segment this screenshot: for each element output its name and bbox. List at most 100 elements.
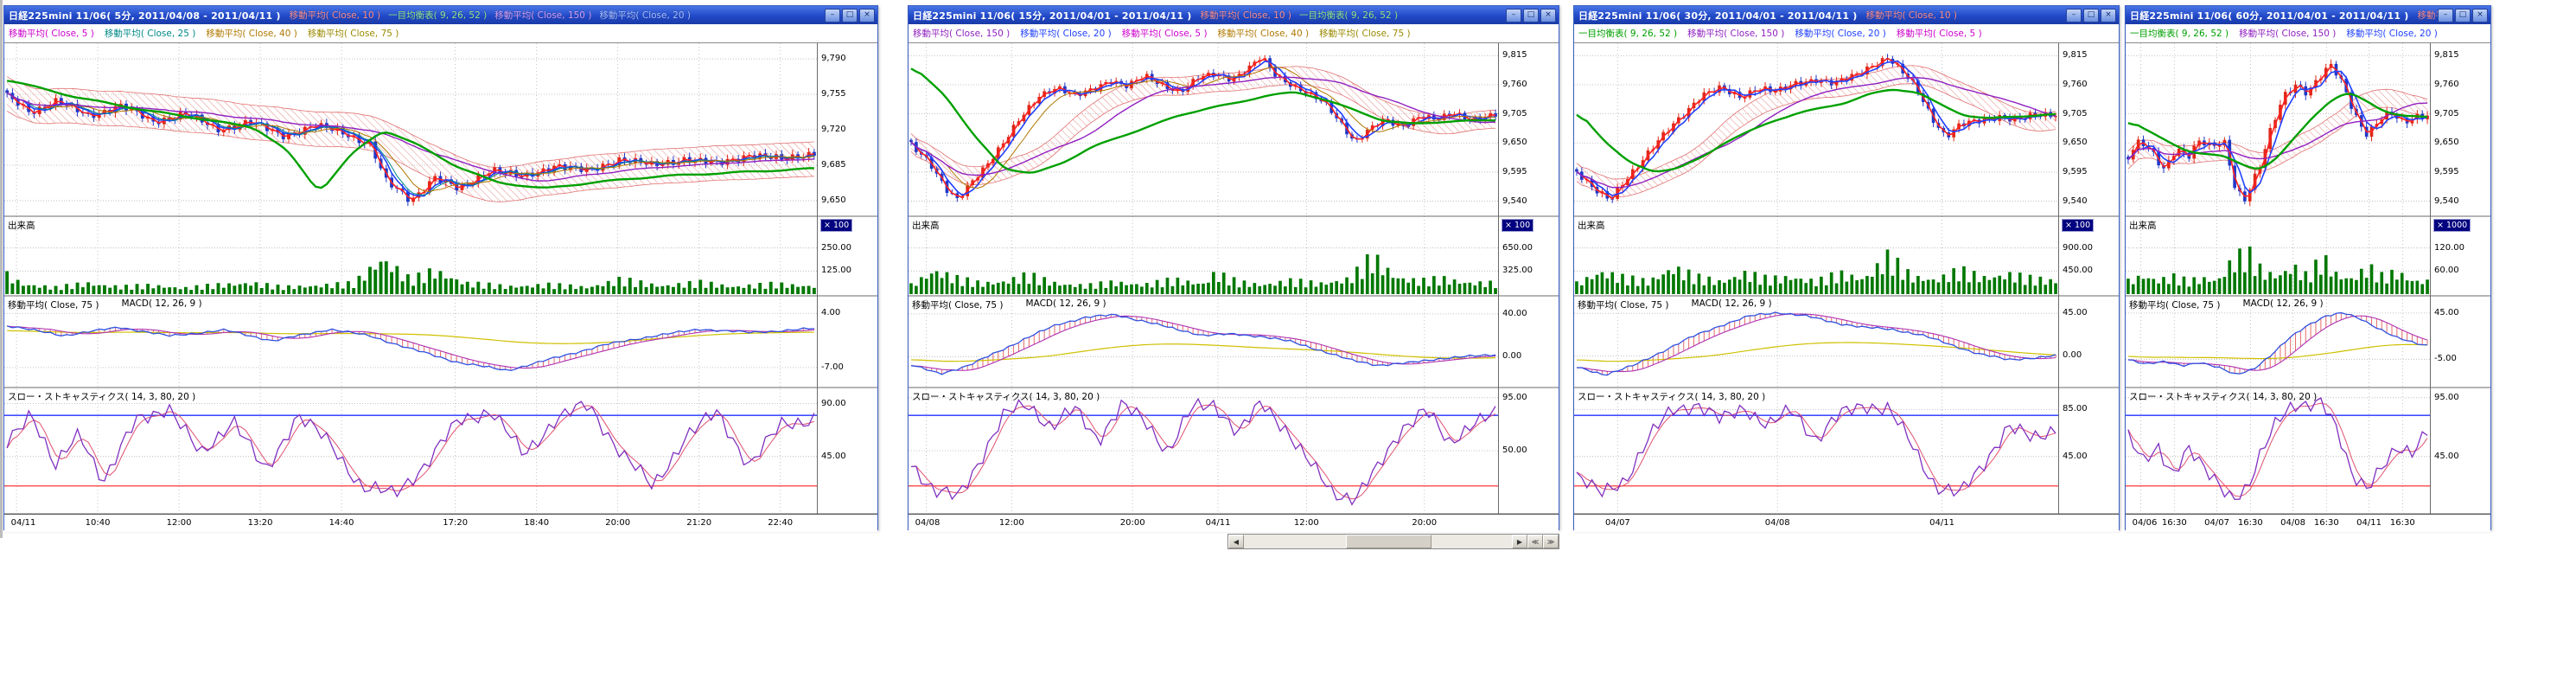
time-axis: 04/11 10:40 12:00 13:20 14:40 17:20 18:40 20:00… <box>4 514 877 532</box>
macd-legend-label: MACD( 12, 26, 9 ) <box>2242 298 2324 309</box>
price-tick-label: 9,685 <box>821 159 846 170</box>
minimize-button[interactable]: – <box>1506 8 1521 22</box>
scrollbar-track[interactable] <box>1244 535 1512 548</box>
close-button[interactable]: × <box>2472 8 2488 22</box>
horizontal-scrollbar[interactable]: ◀ ▶ ≪ ≫ <box>1227 534 1559 549</box>
chart-area: 9,815 9,760 9,705 9,650 9,595 9,540 900.00 450.… <box>1574 43 2119 532</box>
volume-pane-title: 出来高 <box>1578 221 1605 231</box>
indicator-label: 一目均衡表( 9, 26, 52 ) <box>1298 10 1399 21</box>
indicator-label: 移動平均( Close, 10 ) <box>1865 10 1957 21</box>
restore-button[interactable]: □ <box>1523 8 1539 22</box>
volume-tick-label: 325.00 <box>1502 266 1533 276</box>
window-controls: – □ × <box>2066 8 2116 22</box>
price-chart-pane[interactable] <box>909 43 1498 216</box>
volume-tick-label: 450.00 <box>2063 266 2093 276</box>
time-tick-label: 14:40 <box>328 518 354 528</box>
volume-scale-badge: × 100 <box>820 219 853 232</box>
indicator-label: 移動平均( Close, 25 ) <box>104 29 196 39</box>
stochastics-pane[interactable] <box>2126 388 2430 514</box>
price-tick-label: 9,650 <box>2434 138 2459 148</box>
indicator-label: 一目均衡表( 9, 26, 52 ) <box>1578 29 1678 39</box>
minimize-button[interactable]: – <box>2066 8 2082 22</box>
indicator-label: 一目均衡表( 9, 26, 52 ) <box>388 10 488 21</box>
macd-tick-label: 4.00 <box>821 308 841 318</box>
time-tick-label: 04/06 <box>2132 518 2158 528</box>
time-axis: 04/08 12:00 20:00 04/11 12:00 20:00 <box>909 514 1559 532</box>
time-tick-label: 04/08 <box>2280 518 2305 528</box>
stoch-tick-label: 95.00 <box>2434 392 2459 402</box>
price-tick-label: 9,760 <box>2434 80 2459 90</box>
restore-button[interactable]: □ <box>2455 8 2471 22</box>
stoch-tick-label: 50.00 <box>1502 445 1527 455</box>
indicator-label: 移動平均( Close, 10 ) <box>1200 10 1291 21</box>
volume-pane[interactable] <box>1574 216 2058 296</box>
time-tick-label: 18:40 <box>524 518 550 528</box>
scrollbar-thumb[interactable] <box>1345 535 1431 548</box>
window-titlebar[interactable]: 日経225mini 11/06( 15分, 2011/04/01 - 2011/… <box>909 6 1559 24</box>
macd-tick-label: -5.00 <box>2434 354 2457 364</box>
window-titlebar[interactable]: 日経225mini 11/06( 60分, 2011/04/01 - 2011/… <box>2126 6 2490 24</box>
price-tick-label: 9,720 <box>821 125 846 134</box>
time-tick-label: 16:30 <box>2161 518 2187 528</box>
minimize-button[interactable]: – <box>825 8 840 22</box>
chart-canvas <box>1574 43 2119 514</box>
close-button[interactable]: × <box>859 8 875 22</box>
indicator-label: 一目均衡表( 9, 26, 52 ) <box>2130 29 2229 39</box>
volume-scale-badge: × 100 <box>1502 219 1534 232</box>
time-tick-label: 20:00 <box>1119 518 1145 528</box>
chart-window: 日経225mini 11/06( 5分, 2011/04/08 - 2011/0… <box>3 5 878 532</box>
volume-pane-title: 出来高 <box>8 221 35 231</box>
macd-legend-label: 移動平均( Close, 75 ) <box>8 300 99 311</box>
macd-tick-label: 45.00 <box>2434 307 2459 317</box>
macd-tick-label: 0.00 <box>2063 350 2082 361</box>
price-chart-pane[interactable] <box>4 43 817 216</box>
volume-tick-label: 650.00 <box>1502 242 1533 253</box>
macd-legend: 移動平均( Close, 75 ) MACD( 12, 26, 9 ) <box>912 298 1106 311</box>
indicator-label: 移動平均( Close, 150 ) <box>494 10 592 21</box>
volume-tick-label: 250.00 <box>821 242 851 253</box>
window-title: 日経225mini 11/06( 15分, 2011/04/01 - 2011/… <box>913 10 1192 22</box>
close-button[interactable]: × <box>2101 8 2116 22</box>
stoch-tick-label: 45.00 <box>2063 451 2088 461</box>
window-titlebar[interactable]: 日経225mini 11/06( 30分, 2011/04/01 - 2011/… <box>1574 6 2119 24</box>
indicator-label: 移動平均( Close, 20 ) <box>1795 29 1886 39</box>
volume-pane[interactable] <box>2126 216 2430 296</box>
scroll-right-button[interactable]: ▶ <box>1512 535 1527 548</box>
price-chart-pane[interactable] <box>1574 43 2058 216</box>
price-tick-label: 9,595 <box>1502 166 1527 176</box>
price-tick-label: 9,815 <box>2063 50 2088 61</box>
price-tick-label: 9,650 <box>2063 138 2088 148</box>
price-axis <box>817 43 877 514</box>
stochastics-pane[interactable] <box>1574 388 2058 514</box>
price-chart-pane[interactable] <box>2126 43 2430 216</box>
page-end-button[interactable]: ≫ <box>1543 535 1559 548</box>
time-tick-label: 04/07 <box>1604 518 1630 528</box>
stochastics-pane[interactable] <box>4 388 817 514</box>
scroll-left-button[interactable]: ◀ <box>1228 535 1244 548</box>
indicator-label: 移動平均( Close, 5 ) <box>1896 29 1982 39</box>
volume-scale-badge: × 1000 <box>2433 219 2471 232</box>
restore-button[interactable]: □ <box>2083 8 2099 22</box>
time-tick-label: 04/11 <box>2356 518 2382 528</box>
restore-button[interactable]: □ <box>842 8 858 22</box>
macd-legend-label: MACD( 12, 26, 9 ) <box>1025 298 1106 309</box>
close-button[interactable]: × <box>1540 8 1556 22</box>
volume-pane[interactable] <box>4 216 817 296</box>
stochastics-pane-title: スロー・ストキャスティクス( 14, 3, 80, 20 ) <box>8 392 196 402</box>
window-title: 日経225mini 11/06( 30分, 2011/04/01 - 2011/… <box>1578 10 1858 22</box>
chart-canvas <box>4 43 877 514</box>
stochastics-pane[interactable] <box>909 388 1498 514</box>
minimize-button[interactable]: – <box>2438 8 2453 22</box>
price-tick-label: 9,650 <box>1502 138 1527 148</box>
window-controls: – □ × <box>2438 8 2488 22</box>
price-tick-label: 9,540 <box>2434 195 2459 206</box>
volume-pane[interactable] <box>909 216 1498 296</box>
time-axis: 04/06 16:30 04/07 16:30 04/08 16:30 04/11 16:30 <box>2126 514 2490 532</box>
indicator-legend-row: 一目均衡表( 9, 26, 52 ) 移動平均( Close, 150 ) 移動平均… <box>1574 24 2119 43</box>
window-title: 日経225mini 11/06( 60分, 2011/04/01 - 2011/… <box>2130 10 2409 22</box>
indicator-label: 移動平均( Close, 40 ) <box>206 29 297 39</box>
window-titlebar[interactable]: 日経225mini 11/06( 5分, 2011/04/08 - 2011/0… <box>4 6 877 24</box>
page-start-button[interactable]: ≪ <box>1527 535 1543 548</box>
price-tick-label: 9,815 <box>2434 50 2459 61</box>
